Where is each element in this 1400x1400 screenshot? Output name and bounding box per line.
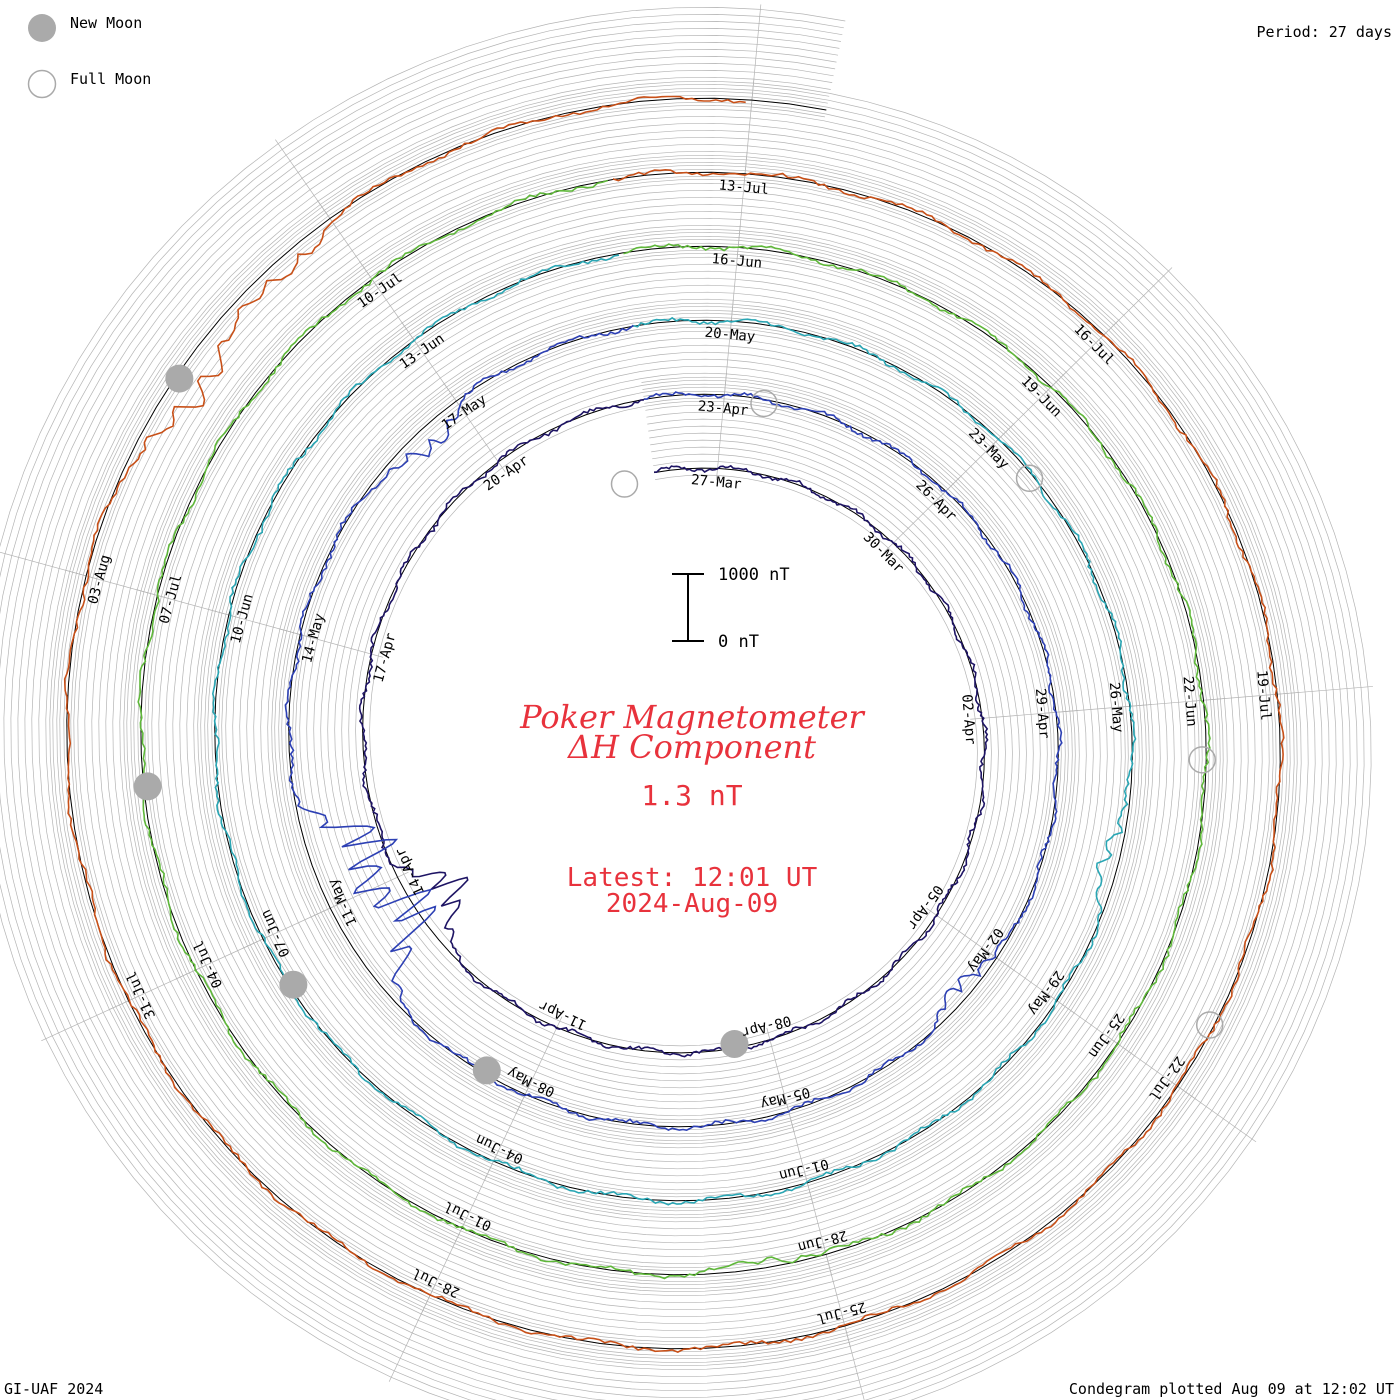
new-moon-marker <box>133 772 162 801</box>
new-moon-marker <box>720 1030 749 1059</box>
date-label: 05-Apr <box>904 882 946 933</box>
date-label: 27-Mar <box>690 472 742 493</box>
date-label: 20-May <box>704 325 756 346</box>
period-label: Period: 27 days <box>1257 23 1392 41</box>
grid-spoke <box>1094 267 1173 344</box>
full-moon-marker <box>610 470 639 498</box>
grid-spiral <box>0 7 1372 1400</box>
full-moon-legend-label: Full Moon <box>70 70 151 88</box>
reference-circles <box>66 97 1281 1350</box>
trace-layer <box>63 95 1285 1353</box>
grid-spiral <box>38 70 1309 1378</box>
grid-spoke <box>1167 1079 1257 1143</box>
zero-reference-spiral <box>66 97 1281 1350</box>
date-label: 25-Jul <box>815 1298 868 1326</box>
grid-spiral <box>17 49 1330 1399</box>
magnetometer-trace-rotation-2 <box>284 324 1063 1132</box>
grid-spiral <box>31 63 1316 1385</box>
date-label: 10-Jul <box>355 270 406 312</box>
grid-spiral <box>59 90 1288 1357</box>
chart-title: Poker Magnetometer <box>519 698 865 736</box>
date-label: 28-Jun <box>796 1227 849 1255</box>
date-label: 28-Jul <box>410 1264 463 1300</box>
date-label: 08-May <box>505 1064 558 1100</box>
date-label: 19-Jul <box>1253 670 1273 722</box>
date-label: 14-Apr <box>392 845 428 898</box>
date-label: 02-Apr <box>958 694 978 746</box>
scale-top-label: 1000 nT <box>718 565 790 585</box>
current-value: 1.3 nT <box>641 779 742 812</box>
grid-spiral <box>3 35 1344 1400</box>
grid-spiral <box>24 56 1323 1392</box>
magnetometer-trace-rotation-3 <box>211 254 1137 1206</box>
grid-spoke <box>275 139 338 229</box>
date-label: 01-Jun <box>777 1155 830 1183</box>
full-moon-marker <box>1015 464 1044 493</box>
full-moon-marker <box>1188 746 1216 774</box>
scale-bar <box>672 573 704 642</box>
latest-time: Latest: 12:01 UT <box>567 863 818 893</box>
grid-spiral <box>0 21 1358 1400</box>
grid-spoke <box>1265 686 1373 696</box>
new-moon-legend-icon <box>28 14 56 42</box>
date-label: 29-Apr <box>1032 688 1052 740</box>
new-moon-marker <box>472 1056 501 1085</box>
grid-spiral <box>45 76 1302 1371</box>
new-moon-legend-label: New Moon <box>70 14 142 32</box>
date-label: 13-Jun <box>397 331 448 373</box>
date-label: 22-Jun <box>1179 676 1199 728</box>
grid-spiral <box>73 104 1274 1343</box>
full-moon-marker <box>1195 1011 1224 1039</box>
grid-spiral <box>0 14 1365 1400</box>
footer-credit: GI-UAF 2024 <box>4 1380 103 1398</box>
new-moon-marker <box>165 364 194 393</box>
scale-bottom-label: 0 nT <box>718 632 759 652</box>
magnetometer-trace-rotation-5 <box>63 95 1285 1353</box>
date-label: 11-Apr <box>537 997 590 1033</box>
chart-subtitle: ΔH Component <box>566 728 816 766</box>
new-moon-marker <box>279 970 308 999</box>
date-label: 05-May <box>759 1084 812 1112</box>
date-label: 26-May <box>1106 682 1126 734</box>
grid-spoke <box>41 995 140 1042</box>
latest-date: 2024-Aug-09 <box>606 889 778 919</box>
date-label: 20-Apr <box>481 452 532 494</box>
grid-spiral <box>52 83 1295 1364</box>
grid-spoke <box>388 1284 436 1382</box>
full-moon-marker <box>750 389 778 418</box>
date-label: 23-Apr <box>697 398 749 419</box>
grid-spoke <box>750 4 762 113</box>
date-label: 08-Apr <box>740 1012 793 1040</box>
magnetometer-trace-rotation-4 <box>137 179 1211 1280</box>
grid-spiral <box>10 42 1337 1400</box>
footer-plotted: Condegram plotted Aug 09 at 12:02 UT <box>1069 1380 1394 1398</box>
moon-phase-layer <box>133 364 1224 1085</box>
grid-spoke <box>841 1314 865 1400</box>
grid-spoke <box>0 551 98 580</box>
date-label: 13-Jul <box>718 177 770 198</box>
full-moon-legend-icon <box>27 69 57 99</box>
date-label: 16-Jun <box>711 251 763 272</box>
